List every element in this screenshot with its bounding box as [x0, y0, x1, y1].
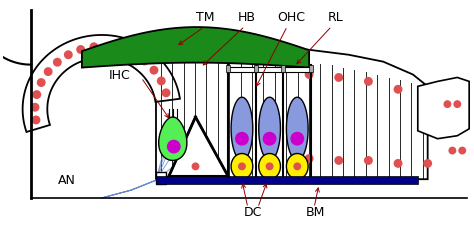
Polygon shape	[286, 98, 308, 161]
Circle shape	[270, 115, 279, 124]
Circle shape	[167, 140, 181, 154]
Polygon shape	[159, 117, 187, 161]
Circle shape	[393, 159, 402, 168]
Circle shape	[364, 156, 373, 165]
Circle shape	[162, 89, 171, 98]
Circle shape	[458, 147, 466, 155]
Circle shape	[32, 116, 40, 125]
Polygon shape	[286, 154, 308, 179]
Polygon shape	[156, 177, 418, 184]
Polygon shape	[228, 67, 311, 72]
Text: AN: AN	[58, 173, 76, 186]
Circle shape	[191, 163, 200, 171]
Circle shape	[64, 51, 73, 60]
Text: OHC: OHC	[277, 11, 305, 24]
Circle shape	[263, 132, 276, 146]
Polygon shape	[231, 98, 253, 161]
Circle shape	[334, 156, 343, 165]
Circle shape	[293, 163, 301, 171]
Circle shape	[448, 147, 456, 155]
Circle shape	[444, 101, 451, 109]
Text: TM: TM	[196, 11, 215, 24]
Polygon shape	[3, 1, 471, 228]
Circle shape	[334, 74, 343, 82]
Polygon shape	[231, 154, 253, 179]
Text: BM: BM	[305, 205, 325, 218]
Polygon shape	[23, 36, 180, 132]
Circle shape	[235, 132, 249, 146]
Circle shape	[265, 163, 273, 171]
Text: DC: DC	[244, 205, 262, 218]
Circle shape	[305, 154, 314, 163]
Polygon shape	[418, 78, 469, 139]
Polygon shape	[82, 28, 309, 68]
Circle shape	[291, 132, 304, 146]
Circle shape	[393, 85, 402, 94]
Polygon shape	[282, 65, 285, 72]
Circle shape	[364, 78, 373, 87]
Circle shape	[30, 103, 39, 112]
Circle shape	[140, 57, 149, 66]
Text: RL: RL	[328, 11, 344, 24]
Circle shape	[305, 71, 314, 80]
Polygon shape	[254, 65, 258, 72]
Circle shape	[157, 77, 166, 86]
Polygon shape	[156, 172, 166, 184]
Text: IHC: IHC	[109, 69, 130, 82]
Text: HB: HB	[238, 11, 256, 24]
Circle shape	[129, 50, 138, 59]
Circle shape	[423, 159, 432, 168]
Circle shape	[423, 125, 432, 134]
Polygon shape	[259, 154, 281, 179]
Circle shape	[238, 163, 246, 171]
Circle shape	[44, 68, 53, 77]
Circle shape	[37, 79, 46, 88]
Polygon shape	[169, 117, 228, 177]
Circle shape	[32, 91, 41, 100]
Circle shape	[453, 101, 461, 109]
Circle shape	[149, 66, 158, 75]
Circle shape	[90, 43, 99, 52]
Polygon shape	[259, 98, 281, 161]
Polygon shape	[309, 65, 313, 72]
Circle shape	[76, 46, 85, 55]
Polygon shape	[156, 49, 428, 179]
Circle shape	[53, 58, 62, 67]
Circle shape	[103, 43, 112, 52]
Circle shape	[116, 45, 125, 54]
Polygon shape	[226, 65, 230, 72]
